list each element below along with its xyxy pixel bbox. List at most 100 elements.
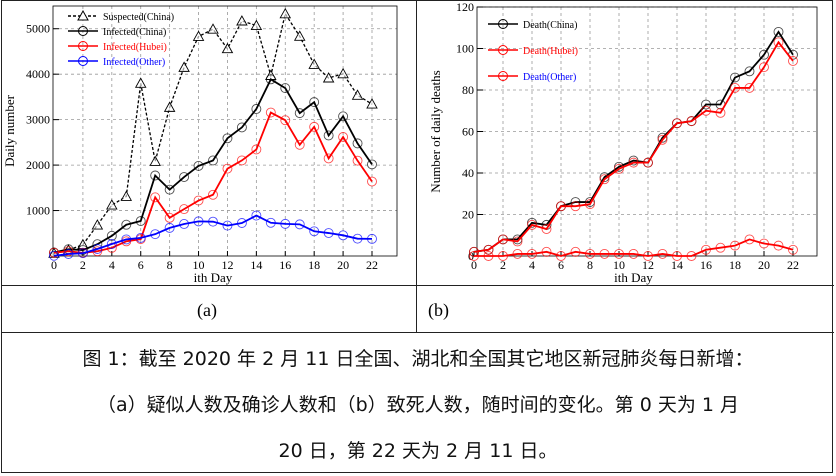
series-line-0: [473, 30, 794, 253]
data-point: [585, 197, 595, 208]
legend-marker: [78, 56, 88, 66]
data-point: [265, 74, 276, 85]
x-tick-label: 18: [308, 258, 320, 272]
data-point: [366, 98, 378, 109]
data-point: [135, 216, 146, 226]
data-point: [293, 30, 306, 41]
data-point: [337, 67, 349, 79]
data-point: [106, 230, 117, 241]
data-point: [599, 174, 610, 185]
y-tick-label: 1000: [26, 204, 50, 218]
series-line-0: [53, 12, 373, 254]
data-point: [512, 234, 523, 245]
data-point: [192, 30, 205, 41]
row-divider: [1, 332, 834, 333]
data-point: [135, 232, 146, 243]
y-tick-label: 3000: [26, 113, 50, 127]
data-point: [251, 210, 262, 221]
data-point: [657, 134, 668, 145]
y-tick-label: 0: [468, 249, 474, 263]
data-point: [280, 218, 291, 229]
data-point: [570, 201, 581, 212]
data-point: [222, 220, 233, 231]
data-point: [164, 184, 175, 195]
x-tick-label: 8: [167, 258, 173, 272]
data-point: [730, 82, 740, 93]
y-tick-label: 20: [462, 208, 474, 222]
x-tick-label: 16: [279, 258, 291, 272]
data-point: [556, 201, 566, 212]
data-point: [527, 217, 537, 228]
data-point: [265, 217, 276, 228]
chart-a-daily-number: 0 2 4 6 8 10 12 14 16 18 20 22 1000 2000 3000 4000 5000 i…: [2, 5, 398, 285]
data-point: [121, 234, 132, 245]
y-axis-label: Number of daily deaths: [428, 70, 443, 192]
data-point: [236, 218, 247, 228]
data-point: [744, 234, 755, 245]
data-point: [150, 170, 161, 181]
data-point: [556, 251, 566, 261]
data-point: [150, 192, 161, 203]
x-tick-label: 12: [221, 258, 233, 272]
data-point: [323, 130, 334, 141]
data-point: [77, 245, 88, 255]
data-point: [483, 244, 494, 255]
data-point: [134, 77, 147, 88]
x-tick-label: 18: [729, 258, 741, 272]
data-point: [150, 229, 161, 240]
data-point: [164, 212, 175, 223]
data-point: [701, 99, 711, 110]
data-point: [643, 157, 653, 168]
data-point: [280, 115, 291, 126]
data-point: [773, 37, 784, 48]
data-point: [193, 195, 204, 206]
data-point: [323, 153, 334, 164]
column-divider: [416, 0, 417, 332]
data-point: [236, 122, 247, 133]
data-point: [585, 199, 595, 210]
legend-label: Suspected(China): [103, 12, 174, 23]
x-tick-label: 8: [587, 258, 593, 272]
data-point: [236, 15, 248, 26]
data-point: [309, 121, 320, 132]
data-point: [730, 72, 740, 83]
data-point: [208, 155, 218, 166]
data-point: [236, 155, 247, 166]
data-point: [773, 26, 784, 37]
data-point: [657, 248, 668, 259]
data-point: [91, 219, 104, 230]
x-tick-label: 20: [337, 258, 349, 272]
x-tick-label: 12: [642, 258, 654, 272]
legend-marker: [78, 41, 88, 51]
data-point: [585, 248, 595, 259]
data-point: [179, 204, 190, 215]
data-point: [309, 226, 320, 237]
data-point: [614, 248, 624, 259]
legend-label: Infected(China): [103, 27, 166, 38]
data-point: [541, 224, 552, 234]
data-point: [149, 155, 161, 166]
x-tick-label: 10: [613, 258, 625, 272]
data-point: [527, 219, 537, 230]
data-point: [352, 138, 363, 149]
legend-marker: [498, 71, 508, 81]
data-point: [279, 7, 292, 19]
data-point: [730, 240, 740, 251]
data-point: [759, 62, 769, 73]
x-tick-label: 2: [500, 258, 506, 272]
data-point: [628, 248, 639, 259]
data-point: [221, 42, 234, 54]
data-point: [121, 219, 132, 230]
data-point: [92, 244, 103, 254]
data-point: [222, 133, 233, 144]
data-point: [352, 233, 363, 244]
data-point: [208, 189, 218, 200]
y-tick-label: 80: [462, 83, 474, 97]
x-tick-label: 2: [80, 258, 86, 272]
data-point: [280, 83, 291, 94]
data-point: [367, 176, 377, 187]
data-point: [759, 238, 769, 249]
caption-line-3: 20 日，第 22 天为 2 月 11 日。: [278, 440, 558, 462]
